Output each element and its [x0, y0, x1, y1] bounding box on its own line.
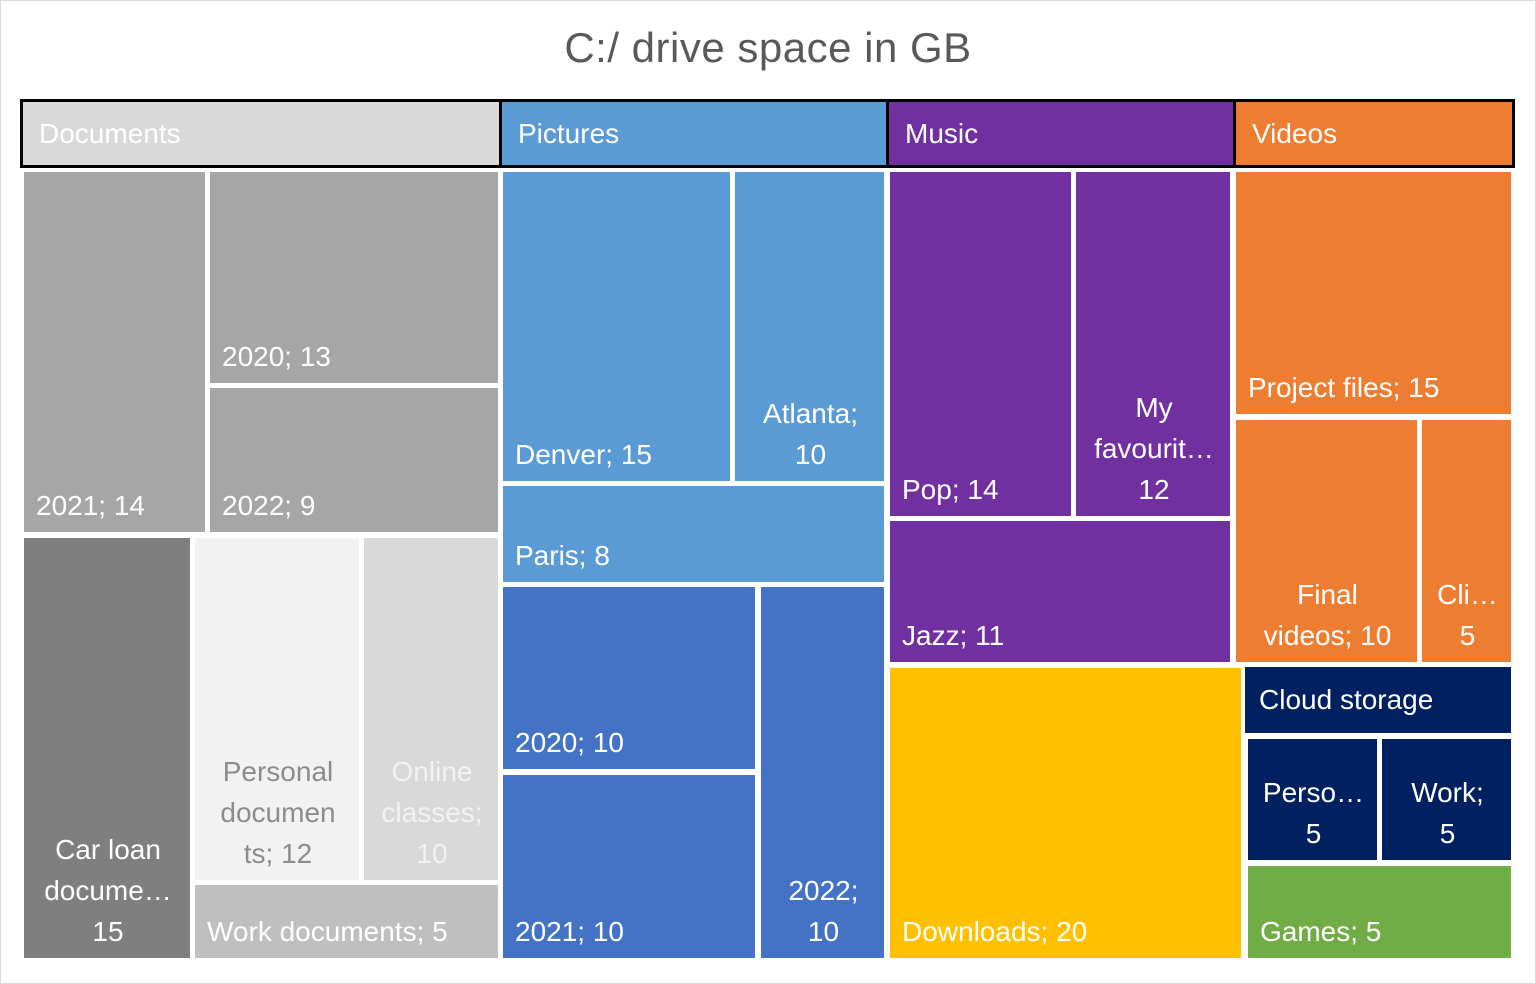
tile-pictures-2020: 2020; 10	[503, 587, 755, 769]
chart-title: C:/ drive space in GB	[564, 24, 972, 71]
tile-pictures-paris: Paris; 8	[503, 486, 884, 582]
tile-music-my-favourites: My favourit… 12	[1076, 172, 1230, 516]
tile-label: 2021; 10	[515, 916, 624, 947]
tile-label: 2020; 10	[515, 727, 624, 758]
group-header-cloud-storage: Cloud storage	[1245, 667, 1511, 733]
tile-cloud-storage-personal: Perso… 5	[1248, 739, 1377, 860]
tile-videos-clips: Cli… 5	[1422, 420, 1511, 662]
tile-cloud-storage-work: Work; 5	[1382, 739, 1511, 860]
tile-documents-online-classes: Online classes; 10	[364, 538, 498, 880]
tile-label: Final videos; 10	[1263, 579, 1392, 651]
tile-label: Car loan docume… 15	[44, 834, 172, 947]
tile-label: Atlanta; 10	[763, 398, 858, 470]
tile-label: My favourit… 12	[1094, 392, 1214, 505]
tile-label: 2020; 13	[222, 341, 331, 372]
tile-label: Pop; 14	[902, 474, 999, 505]
tile-documents-2020: 2020; 13	[210, 172, 498, 383]
tile-label: Denver; 15	[515, 439, 652, 470]
tile-label: 2022; 9	[222, 490, 316, 521]
tile-label: Jazz; 11	[902, 620, 1005, 651]
group-header-music: Music	[886, 99, 1233, 168]
tile-pictures-denver: Denver; 15	[503, 172, 730, 481]
tile-games-games: Games; 5	[1248, 866, 1511, 958]
tile-label: Work documents; 5	[207, 916, 448, 947]
tile-label: Paris; 8	[515, 540, 610, 571]
tile-documents-personal-documents: Personal documen ts; 12	[195, 538, 359, 880]
tile-documents-2021: 2021; 14	[24, 172, 205, 532]
tile-documents-2022: 2022; 9	[210, 388, 498, 532]
group-header-pictures: Pictures	[499, 99, 886, 168]
tile-documents-car-loan-documents: Car loan docume… 15	[24, 538, 190, 958]
tile-label: Online classes; 10	[381, 756, 483, 869]
tile-label: Project files; 15	[1248, 372, 1440, 403]
tile-label: Perso… 5	[1262, 777, 1365, 849]
tile-pictures-2021: 2021; 10	[503, 775, 755, 958]
tile-music-pop: Pop; 14	[890, 172, 1071, 516]
tile-videos-project-files: Project files; 15	[1236, 172, 1511, 414]
tile-music-jazz: Jazz; 11	[890, 521, 1230, 662]
tile-label: Personal documen ts; 12	[220, 756, 336, 869]
tile-label: Work; 5	[1411, 777, 1484, 849]
tile-label: Cli… 5	[1437, 579, 1498, 651]
tile-label: Games; 5	[1260, 916, 1382, 947]
tile-label: 2021; 14	[36, 490, 145, 521]
tile-pictures-2022: 2022; 10	[761, 587, 884, 958]
tile-downloads-downloads: Downloads; 20	[890, 668, 1241, 958]
group-header-videos: Videos	[1233, 99, 1515, 168]
tile-videos-final-videos: Final videos; 10	[1236, 420, 1417, 662]
tile-pictures-atlanta: Atlanta; 10	[735, 172, 884, 481]
tile-documents-work-documents: Work documents; 5	[195, 885, 498, 958]
group-header-documents: Documents	[20, 99, 501, 168]
tile-label: Downloads; 20	[902, 916, 1088, 947]
tile-label: 2022; 10	[788, 875, 859, 947]
